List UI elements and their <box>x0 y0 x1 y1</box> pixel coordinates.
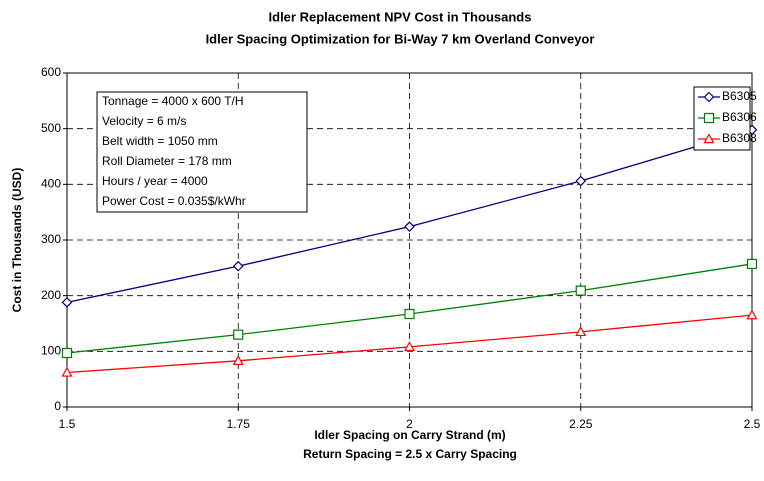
x-tick-label: 2 <box>406 417 413 431</box>
chart-title: Idler Replacement NPV Cost in Thousands <box>269 9 532 24</box>
annotation-box <box>96 91 308 213</box>
marker <box>61 366 73 377</box>
annotation: Roll Diameter = 178 mm <box>102 154 232 168</box>
annotation: Power Cost = 0.035$/kWhr <box>102 194 246 208</box>
x-tick-label: 2.5 <box>744 417 761 431</box>
y-tick-label: 500 <box>41 121 61 135</box>
marker <box>404 221 415 232</box>
marker <box>232 260 244 272</box>
legend-marker <box>703 133 715 144</box>
marker <box>403 341 416 352</box>
x-tick-label: 1.75 <box>227 417 251 431</box>
chart-subtitle: Idler Spacing Optimization for Bi-Way 7 … <box>206 31 595 46</box>
marker <box>61 347 73 359</box>
plot-frame <box>66 72 753 408</box>
y-tick-label: 400 <box>41 177 61 191</box>
annotation: Hours / year = 4000 <box>102 174 208 188</box>
legend-label: B6306 <box>722 110 757 124</box>
y-tick-label: 300 <box>41 232 61 246</box>
marker <box>746 258 758 270</box>
marker <box>575 326 587 337</box>
annotation: Belt width = 1050 mm <box>102 134 218 148</box>
legend-marker <box>703 91 715 103</box>
y-axis-label: Cost in Thousands (USD) <box>10 168 24 313</box>
legend-label: B6305 <box>722 89 757 103</box>
marker <box>404 308 415 320</box>
x-tick-label: 1.5 <box>59 417 76 431</box>
marker <box>746 309 758 320</box>
legend-marker <box>703 112 715 124</box>
annotation: Velocity = 6 m/s <box>102 114 186 128</box>
y-tick-label: 100 <box>41 344 61 358</box>
marker <box>575 285 586 296</box>
x-axis-label: Idler Spacing on Carry Strand (m) <box>314 428 505 442</box>
marker <box>61 296 73 308</box>
annotation: Tonnage = 4000 x 600 T/H <box>102 94 244 108</box>
y-tick-label: 200 <box>41 288 61 302</box>
y-tick-label: 600 <box>41 65 61 79</box>
marker <box>233 329 244 340</box>
x-tick-label: 2.25 <box>569 417 593 431</box>
legend-label: B6308 <box>722 131 757 145</box>
x-axis-label: Return Spacing = 2.5 x Carry Spacing <box>303 447 517 461</box>
marker <box>232 355 244 365</box>
y-tick-label: 0 <box>54 399 61 413</box>
marker <box>575 175 587 187</box>
